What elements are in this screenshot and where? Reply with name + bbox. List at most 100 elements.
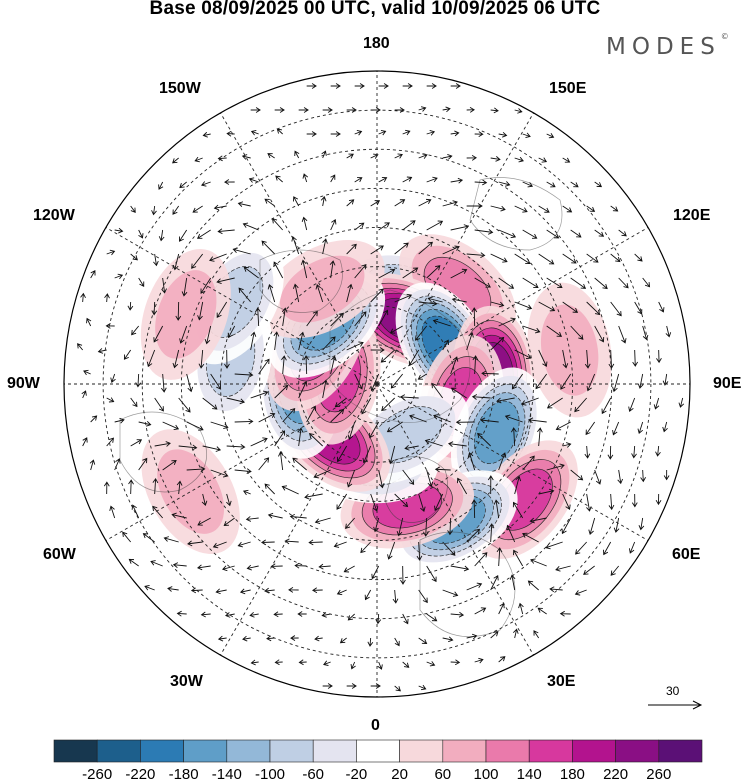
- wind-arrow: [522, 325, 541, 334]
- wind-arrow: [538, 253, 555, 265]
- wind-arrow: [86, 317, 92, 327]
- wind-arrow: [538, 488, 555, 495]
- wind-arrow: [239, 588, 251, 595]
- wind-arrow: [282, 407, 296, 423]
- wind-arrow: [529, 517, 547, 524]
- wind-arrow: [520, 397, 539, 406]
- wind-arrow: [346, 199, 355, 207]
- wind-arrow: [442, 154, 453, 160]
- wind-arrow: [538, 349, 548, 368]
- wind-arrow: [512, 501, 524, 519]
- wind-arrow: [267, 283, 276, 303]
- wind-arrow: [512, 628, 519, 639]
- wind-arrow: [322, 336, 336, 351]
- meridian-line: [220, 383, 378, 656]
- wind-arrow: [225, 612, 235, 618]
- wind-arrow: [562, 301, 579, 313]
- wind-arrow: [273, 331, 280, 351]
- wind-arrow: [154, 441, 171, 447]
- wind-arrow: [586, 205, 596, 212]
- wind-arrow: [138, 421, 152, 427]
- wind-arrow: [612, 421, 620, 436]
- wind-arrow: [187, 540, 203, 547]
- wind-arrow: [618, 277, 629, 289]
- wind-arrow: [562, 493, 571, 510]
- wind-arrow: [418, 198, 432, 207]
- wind-arrow: [350, 661, 356, 670]
- colorbar-swatch: [528, 739, 573, 763]
- wind-arrow: [538, 157, 548, 163]
- wind-arrow: [204, 325, 212, 345]
- latitude-circle: [337, 344, 417, 424]
- wind-arrow: [238, 287, 252, 303]
- wind-arrow: [474, 607, 487, 615]
- anomaly-high-21: [141, 429, 240, 554]
- wind-arrow: [216, 301, 228, 319]
- wind-arrow: [498, 277, 515, 289]
- wind-arrow: [201, 493, 208, 507]
- wind-arrow: [418, 589, 428, 604]
- wind-arrow: [450, 177, 464, 184]
- wind-arrow: [570, 181, 579, 188]
- wind-arrow: [114, 458, 121, 471]
- wind-arrow: [642, 277, 651, 288]
- wind-arrow: [258, 457, 270, 471]
- wind-arrow: [466, 633, 478, 640]
- wind-arrow: [329, 260, 336, 279]
- wind-arrow: [442, 589, 459, 597]
- wind-arrow: [320, 196, 327, 207]
- wind-arrow: [181, 277, 188, 297]
- colorbar-tick-label: 260: [646, 766, 672, 783]
- wind-arrow: [288, 587, 299, 593]
- wind-arrow: [555, 565, 571, 572]
- wind-arrow: [490, 253, 508, 263]
- wind-arrow: [158, 229, 165, 242]
- wind-arrow: [293, 283, 300, 303]
- wind-arrow: [97, 348, 107, 354]
- wind-arrow: [434, 493, 444, 512]
- wind-arrow: [637, 373, 644, 389]
- wind-arrow: [322, 238, 328, 255]
- colorbar-swatch: [356, 739, 400, 763]
- wind-arrow: [402, 267, 419, 279]
- wind-arrow: [142, 533, 155, 543]
- wind-arrow: [266, 635, 275, 642]
- wind-arrow: [153, 325, 164, 343]
- wind-arrow: [186, 421, 204, 431]
- wind-arrow: [402, 176, 413, 183]
- wind-arrow: [537, 427, 543, 447]
- wind-arrow: [330, 312, 344, 327]
- wind-arrow: [202, 131, 211, 138]
- wind-arrow: [402, 220, 416, 231]
- wind-arrow: [318, 563, 331, 570]
- wind-arrow: [450, 83, 461, 89]
- wind-arrow: [89, 459, 96, 471]
- wind-arrow: [490, 574, 499, 591]
- lon-label-180: 180: [363, 35, 390, 52]
- wind-arrow: [442, 106, 451, 113]
- wind-arrow: [303, 355, 310, 375]
- wind-arrow: [586, 301, 601, 316]
- wind-arrow: [653, 397, 660, 410]
- wind-arrow: [123, 349, 132, 360]
- colorbar-swatch: [485, 739, 530, 763]
- wind-arrow: [466, 252, 486, 259]
- wind-arrow: [261, 240, 275, 255]
- lon-label-0: 0: [371, 717, 380, 734]
- map-title: Base 08/09/2025 00 UTC, valid 10/09/2025…: [149, 0, 601, 19]
- colorbar-swatch: [312, 739, 357, 763]
- wind-arrow: [250, 130, 259, 136]
- wind-arrow: [467, 451, 476, 471]
- wind-arrow: [264, 587, 275, 594]
- wind-arrow: [662, 373, 669, 386]
- wind-arrow: [511, 373, 524, 390]
- wind-arrow: [678, 397, 685, 408]
- wind-arrow: [312, 587, 323, 594]
- wind-arrow: [417, 373, 427, 380]
- wind-arrow: [618, 229, 627, 237]
- wind-arrow: [386, 421, 403, 433]
- wind-arrow: [426, 265, 441, 279]
- wind-arrow: [628, 541, 636, 554]
- wind-arrow: [479, 417, 499, 424]
- wind-arrow: [514, 253, 531, 265]
